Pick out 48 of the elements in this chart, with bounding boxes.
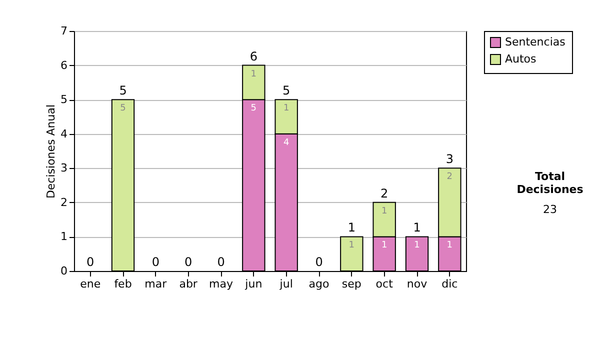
y-tick-label: 5 — [60, 93, 68, 106]
data-label: 1 — [381, 206, 388, 216]
y-tick-label: 7 — [60, 24, 68, 38]
total-label: 0 — [184, 255, 192, 269]
total-label: 0 — [217, 255, 225, 269]
x-tick-label: jul — [278, 278, 293, 290]
data-label: 2 — [446, 172, 453, 182]
data-label: 1 — [283, 104, 290, 114]
y-tick-label: 0 — [60, 264, 68, 278]
total-label: 0 — [315, 255, 323, 269]
data-label: 1 — [414, 240, 420, 251]
text: 23 — [542, 203, 558, 216]
data-label: 1 — [446, 240, 453, 251]
legend-label: Autos — [505, 52, 537, 66]
x-tick-label: nov — [406, 278, 428, 290]
x-tick-label: oct — [376, 278, 394, 290]
x-tick-label: abr — [179, 278, 198, 290]
data-label: 1 — [348, 240, 355, 251]
total-label: 2 — [380, 186, 388, 200]
data-label: 1 — [250, 69, 257, 80]
data-label: 5 — [250, 104, 257, 114]
data-label: 4 — [283, 138, 290, 148]
y-tick-label: 6 — [60, 58, 68, 72]
total-label: 0 — [86, 255, 94, 269]
legend-label: Sentencias — [505, 36, 566, 48]
y-tick-label: 4 — [60, 127, 68, 140]
x-tick-label: sep — [342, 278, 362, 290]
total-label: 5 — [119, 84, 127, 98]
total-label: 1 — [413, 220, 421, 235]
x-tick-label: ago — [308, 278, 330, 290]
data-label: 1 — [381, 240, 388, 251]
y-axis-title: Decisiones Anual — [44, 104, 58, 199]
total-label: 3 — [446, 152, 454, 166]
data-label: 5 — [120, 104, 126, 114]
x-tick-label: jun — [244, 278, 262, 290]
text: Total Decisiones — [516, 170, 584, 196]
x-tick-label: dic — [442, 278, 458, 290]
total-label: 5 — [282, 84, 290, 98]
x-tick-label: may — [209, 278, 234, 290]
total-label: 6 — [250, 49, 258, 64]
total-label: 0 — [152, 255, 160, 269]
y-tick-label: 3 — [60, 162, 68, 175]
x-tick-label: mar — [144, 278, 168, 290]
x-tick-label: ene — [80, 278, 101, 290]
y-tick-label: 1 — [60, 230, 68, 244]
y-tick-label: 2 — [60, 196, 68, 209]
total-label: 1 — [348, 220, 356, 235]
x-tick-label: feb — [114, 278, 132, 290]
